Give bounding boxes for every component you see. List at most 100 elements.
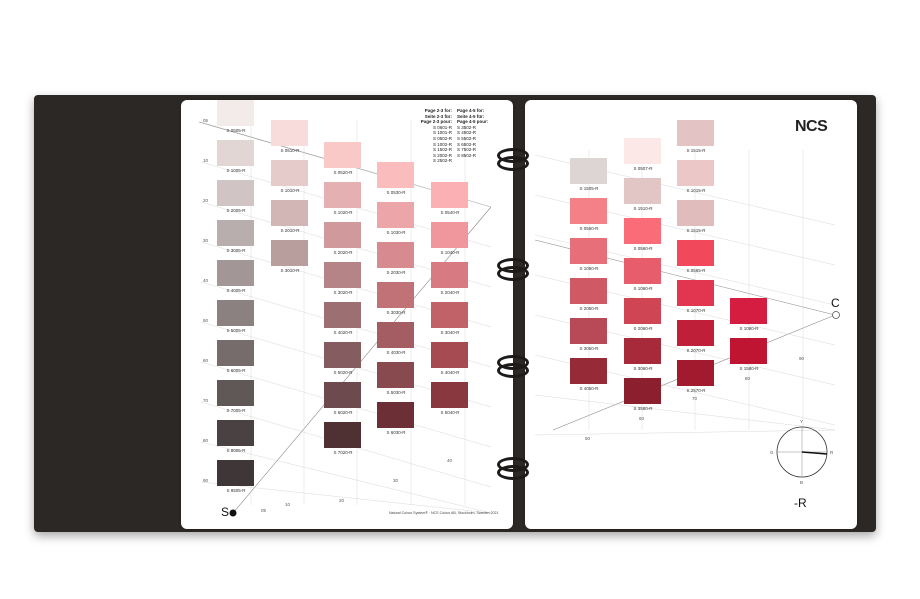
swatch-code: S 0560-R: [633, 246, 653, 251]
ncs-logo: NCS: [795, 118, 828, 135]
blackness-tick: 40: [203, 278, 209, 283]
color-swatch: [217, 380, 254, 406]
legend-line: Page 2-3 pour:: [420, 119, 452, 125]
color-swatch: [677, 120, 714, 146]
left-page: S S 0505-R S 1005-R S 2005-R S 3005-R S 4005…: [181, 100, 513, 529]
swatch-code: S 0530-R: [386, 190, 406, 195]
color-swatch: [271, 200, 308, 226]
color-swatch: [271, 160, 308, 186]
legend-line: S 6502-R: [457, 141, 477, 147]
color-swatch: [730, 298, 767, 324]
legend-line: S 0502-R: [432, 135, 452, 141]
swatch-code: S 3010-R: [280, 268, 300, 273]
color-swatch: [324, 262, 361, 288]
color-swatch: [677, 240, 714, 266]
legend-line: S 4502-R: [457, 130, 477, 136]
legend-line: Page 2-3 for:: [424, 108, 452, 113]
legend-line: S 2002-R: [432, 152, 452, 158]
legend-line: Seite 2-3 für:: [424, 113, 452, 119]
color-swatch: [570, 278, 607, 304]
color-swatch: [324, 182, 361, 208]
swatch-code: S 1580-R: [739, 366, 759, 371]
color-swatch: [677, 360, 714, 386]
color-swatch: [324, 382, 361, 408]
chroma-tick: 05: [261, 508, 267, 513]
legend-line: S 7502-R: [457, 147, 477, 153]
color-swatch: [217, 300, 254, 326]
color-swatch: [431, 302, 468, 328]
swatch-code: S 1010-R: [280, 188, 300, 193]
color-swatch: [624, 298, 661, 324]
color-swatch: [570, 198, 607, 224]
legend-line: S 2502-R: [432, 158, 452, 164]
swatch-code: S 1040-R: [440, 250, 460, 255]
blackness-tick: 10: [203, 158, 209, 163]
swatch-code: S 1060-R: [633, 286, 653, 291]
binder-ring: [497, 363, 529, 378]
color-swatch: [377, 242, 414, 268]
color-swatch: [431, 382, 468, 408]
footer-copyright: Natural Colour System® · NCS Colour AB, …: [389, 511, 499, 515]
chroma-tick: 90: [799, 356, 805, 361]
color-swatch: [377, 282, 414, 308]
swatch-code: S 4005-R: [226, 288, 246, 293]
swatch-code: S 3020-R: [333, 290, 353, 295]
color-swatch: [677, 320, 714, 346]
color-swatch: [377, 322, 414, 348]
color-swatch: [431, 342, 468, 368]
color-swatch: [570, 358, 607, 384]
legend-line: S 0601-R: [432, 124, 452, 130]
color-swatch: [217, 220, 254, 246]
color-swatch: [624, 138, 661, 164]
color-swatch: [730, 338, 767, 364]
swatch-code: S 2050-R: [579, 306, 599, 311]
swatch-code: S 0520-R: [333, 170, 353, 175]
color-swatch: [624, 178, 661, 204]
swatch-code: S 6020-R: [333, 410, 353, 415]
swatch-code: S 0505-R: [226, 128, 246, 133]
corner-label-s: S: [221, 505, 230, 519]
swatch-code: S 3560-R: [633, 406, 653, 411]
chroma-tick: 50: [585, 436, 591, 441]
chroma-tick: 10: [285, 502, 291, 507]
chroma-tick: 70: [692, 396, 698, 401]
color-swatch: [624, 218, 661, 244]
color-swatch: [570, 318, 607, 344]
binder-ring: [497, 465, 529, 480]
swatch-code: S 3005-R: [226, 248, 246, 253]
swatch-code: S 1020-R: [333, 210, 353, 215]
color-swatch: [431, 262, 468, 288]
color-swatch: [324, 342, 361, 368]
legend-line: S 5502-R: [457, 135, 477, 141]
swatch-code: S 2060-R: [633, 326, 653, 331]
color-swatch: [217, 340, 254, 366]
swatch-code: S 4020-R: [333, 330, 353, 335]
legend-line: Page 4-5 for:: [457, 108, 485, 113]
color-swatch: [677, 160, 714, 186]
blackness-tick: 70: [203, 398, 209, 403]
color-swatch: [271, 120, 308, 146]
swatch-code: S 2040-R: [440, 290, 460, 295]
swatch-code: S 6030-R: [386, 430, 406, 435]
binder-ring: [497, 266, 529, 281]
legend-pages-4-5: Page 4-5 for: Seite 4-5 für: Page 4-5 pour…: [457, 108, 502, 158]
color-swatch: [677, 200, 714, 226]
black-point: [229, 509, 237, 517]
chroma-tick: 80: [745, 376, 751, 381]
blackness-tick: 80: [203, 438, 209, 443]
color-swatch: [217, 180, 254, 206]
chroma-tick: 60: [639, 416, 645, 421]
color-swatch: [271, 240, 308, 266]
swatch-code: S 0510-R: [280, 148, 300, 153]
blackness-tick: 20: [203, 198, 209, 203]
blackness-tick: 30: [203, 238, 209, 243]
swatch-code: S 2005-R: [226, 208, 246, 213]
swatch-code: S 3030-R: [386, 310, 406, 315]
color-swatch: [570, 238, 607, 264]
swatch-code: S 2010-R: [280, 228, 300, 233]
legend-line: S 1502-R: [432, 147, 452, 153]
blackness-tick: 60: [203, 358, 209, 363]
legend-pages-2-3: Page 2-3 for: Seite 2-3 für: Page 2-3 pour…: [407, 108, 452, 164]
color-swatch: [217, 100, 254, 126]
binder-ring: [497, 156, 529, 171]
